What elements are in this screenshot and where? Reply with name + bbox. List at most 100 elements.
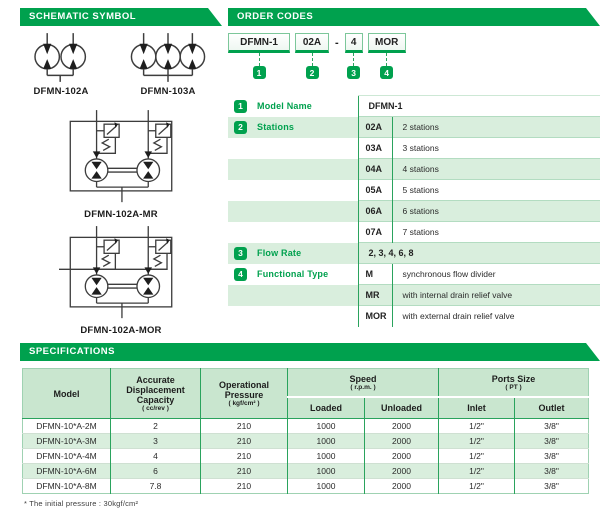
row-desc: 5 stations bbox=[391, 179, 600, 201]
cell-pressure: 210 bbox=[200, 448, 288, 464]
schematic-symbol-header-label: SCHEMATIC SYMBOL bbox=[29, 11, 137, 22]
order-code-box-type: MOR bbox=[367, 33, 406, 53]
order-code-box-flowrate: 4 bbox=[344, 33, 363, 53]
connector-line bbox=[386, 53, 388, 66]
cell-capacity: 6 bbox=[110, 463, 201, 479]
table-row: DFMN-10*A-4M 4 210 1000 2000 1/2" 3/8" bbox=[22, 448, 589, 464]
cell-pressure: 210 bbox=[200, 418, 288, 434]
order-code-box-model: DFMN-1 bbox=[228, 33, 290, 53]
table-row: 4 Functional Type M synchronous flow divi… bbox=[228, 263, 600, 285]
row-label: Flow Rate bbox=[257, 248, 302, 258]
row-badge: 2 bbox=[234, 120, 247, 134]
col-header-unloaded: Unloaded bbox=[363, 396, 439, 419]
cell-loaded: 1000 bbox=[287, 418, 365, 434]
cell-unloaded: 2000 bbox=[363, 463, 439, 479]
order-code-col-stations: 02A 2 bbox=[295, 33, 329, 79]
cell-model: DFMN-10*A-8M bbox=[22, 478, 111, 494]
schematic-label-dfmn-102a: DFMN-102A bbox=[33, 86, 89, 97]
flow-divider-2-station-symbol-icon bbox=[34, 33, 87, 82]
cell-inlet: 1/2" bbox=[438, 478, 515, 494]
cell-capacity: 2 bbox=[110, 418, 201, 434]
cell-inlet: 1/2" bbox=[438, 463, 515, 479]
table-row: 3 Flow Rate 2, 3, 4, 6, 8 bbox=[228, 242, 600, 264]
flow-divider-external-relief-symbol-icon bbox=[59, 226, 173, 319]
order-code-col-model: DFMN-1 1 bbox=[228, 33, 290, 79]
row-code: 06A bbox=[357, 200, 392, 222]
specifications-table: Model Accurate Displacement Capacity( cc… bbox=[22, 368, 590, 494]
order-code-separator: - bbox=[335, 37, 339, 49]
row-code: 04A bbox=[357, 158, 392, 180]
table-row: 03A 3 stations bbox=[228, 137, 600, 159]
row-label: Stations bbox=[257, 122, 295, 132]
row-badge: 1 bbox=[234, 99, 247, 113]
col-header-pressure: Operational Pressure( kgf/cm² ) bbox=[200, 368, 288, 419]
cell-loaded: 1000 bbox=[287, 433, 365, 449]
order-code-box-stations: 02A bbox=[295, 33, 329, 53]
schematic-label-dfmn-102a-mr: DFMN-102A-MR bbox=[84, 209, 158, 220]
order-code-badge-2: 2 bbox=[305, 66, 319, 79]
order-codes-header-label: ORDER CODES bbox=[237, 11, 314, 22]
table-row: 06A 6 stations bbox=[228, 200, 600, 222]
row-desc: synchronous flow divider bbox=[391, 263, 600, 285]
cell-model: DFMN-10*A-2M bbox=[22, 418, 111, 434]
table-row: MOR with external drain relief valve bbox=[228, 305, 600, 327]
cell-model: DFMN-10*A-3M bbox=[22, 433, 111, 449]
specifications-header-label: SPECIFICATIONS bbox=[29, 346, 115, 357]
schematic-dfmn-102a: DFMN-102A bbox=[22, 32, 100, 97]
cell-outlet: 3/8" bbox=[514, 463, 589, 479]
schematic-dfmn-102a-mr: DFMN-102A-MR bbox=[20, 110, 222, 220]
flow-divider-3-station-symbol-icon bbox=[130, 33, 206, 82]
col-header-loaded: Loaded bbox=[287, 396, 365, 419]
initial-pressure-footnote: * The initial pressure : 30kgf/cm² bbox=[24, 499, 139, 508]
table-row: 1 Model Name DFMN-1 bbox=[228, 95, 600, 117]
row-desc: 6 stations bbox=[391, 200, 600, 222]
row-desc: 2 stations bbox=[391, 116, 600, 138]
connector-line bbox=[258, 53, 260, 66]
cell-model: DFMN-10*A-6M bbox=[22, 463, 111, 479]
schematic-symbol-header: SCHEMATIC SYMBOL bbox=[20, 8, 222, 26]
order-code-breakdown: DFMN-1 1 02A 2 - 4 3 MOR 4 bbox=[228, 33, 600, 79]
specifications-header: SPECIFICATIONS bbox=[20, 343, 600, 361]
row-desc: 4 stations bbox=[391, 158, 600, 180]
table-row: DFMN-10*A-3M 3 210 1000 2000 1/2" 3/8" bbox=[22, 433, 589, 449]
cell-outlet: 3/8" bbox=[514, 433, 589, 449]
cell-outlet: 3/8" bbox=[514, 418, 589, 434]
order-code-badge-3: 3 bbox=[347, 66, 361, 79]
col-header-ports: Ports Size( PT ) bbox=[438, 368, 589, 398]
order-code-badge-1: 1 bbox=[252, 66, 266, 79]
col-header-model: Model bbox=[22, 368, 111, 419]
cell-model: DFMN-10*A-4M bbox=[22, 448, 111, 464]
table-row: DFMN-10*A-6M 6 210 1000 2000 1/2" 3/8" bbox=[22, 463, 589, 479]
row-code: MR bbox=[357, 284, 392, 306]
row-desc: 7 stations bbox=[391, 221, 600, 243]
row-code: M bbox=[357, 263, 392, 285]
cell-pressure: 210 bbox=[200, 463, 288, 479]
cell-inlet: 1/2" bbox=[438, 433, 515, 449]
cell-capacity: 3 bbox=[110, 433, 201, 449]
row-code: 02A bbox=[357, 116, 392, 138]
specifications-section: SPECIFICATIONS Model Accurate Displaceme… bbox=[20, 343, 600, 508]
row-code: 03A bbox=[357, 137, 392, 159]
row-badge: 3 bbox=[234, 246, 247, 260]
schematic-dfmn-103a: DFMN-103A bbox=[116, 32, 220, 97]
row-label: Model Name bbox=[257, 101, 313, 111]
flow-divider-internal-relief-symbol-icon bbox=[69, 110, 173, 203]
row-badge: 4 bbox=[234, 267, 247, 281]
table-row: 2 Stations 02A 2 stations bbox=[228, 116, 600, 138]
row-desc: with external drain relief valve bbox=[391, 305, 600, 327]
table-row: 04A 4 stations bbox=[228, 158, 600, 180]
cell-pressure: 210 bbox=[200, 478, 288, 494]
order-code-col-type: MOR 4 bbox=[367, 33, 406, 79]
schematic-label-dfmn-102a-mor: DFMN-102A-MOR bbox=[80, 325, 162, 336]
cell-unloaded: 2000 bbox=[363, 418, 439, 434]
row-value: DFMN-1 bbox=[357, 95, 600, 117]
cell-inlet: 1/2" bbox=[438, 448, 515, 464]
schematic-dfmn-102a-mor: DFMN-102A-MOR bbox=[20, 226, 222, 336]
row-code: MOR bbox=[357, 305, 392, 327]
cell-capacity: 4 bbox=[110, 448, 201, 464]
order-codes-header: ORDER CODES bbox=[228, 8, 600, 26]
table-row: DFMN-10*A-8M 7.8 210 1000 2000 1/2" 3/8" bbox=[22, 478, 589, 494]
schematic-label-dfmn-103a: DFMN-103A bbox=[140, 86, 196, 97]
cell-unloaded: 2000 bbox=[363, 448, 439, 464]
